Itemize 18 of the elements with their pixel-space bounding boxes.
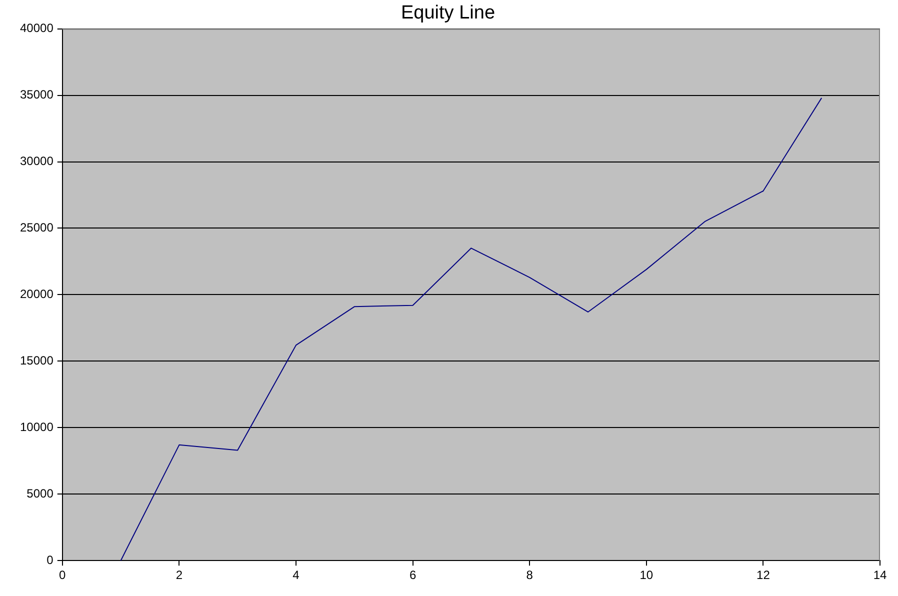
x-tick-label: 8 bbox=[526, 568, 534, 582]
y-tick-label: 10000 bbox=[20, 420, 54, 434]
chart-title: Equity Line bbox=[400, 2, 496, 24]
y-tick-label: 40000 bbox=[20, 21, 54, 36]
y-tick-label: 25000 bbox=[20, 220, 54, 235]
y-tick-label: 20000 bbox=[20, 287, 54, 302]
y-tick-label: 30000 bbox=[20, 154, 54, 168]
y-tick-label: 35000 bbox=[20, 88, 54, 102]
x-tick-label: 10 bbox=[640, 568, 654, 582]
x-tick-label: 4 bbox=[292, 568, 300, 582]
x-tick-label: 12 bbox=[756, 568, 770, 582]
x-tick-label: 6 bbox=[409, 568, 416, 582]
x-tick-label: 2 bbox=[176, 568, 183, 582]
y-tick-label: 0 bbox=[46, 552, 54, 567]
y-tick-label: 15000 bbox=[20, 353, 54, 368]
x-tick-label: 14 bbox=[873, 568, 887, 582]
y-tick-label: 5000 bbox=[26, 486, 54, 500]
x-tick-label: 0 bbox=[59, 568, 66, 582]
